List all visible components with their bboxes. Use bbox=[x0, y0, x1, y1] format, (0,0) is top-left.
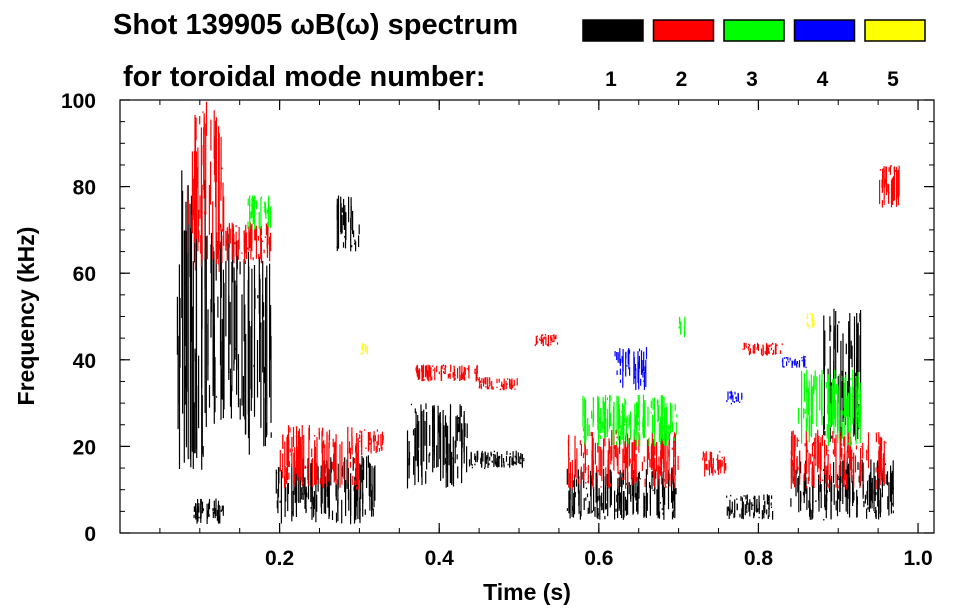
series-n3-region-2 bbox=[678, 316, 686, 338]
series-n3 bbox=[247, 195, 861, 447]
legend-swatch-1 bbox=[582, 19, 644, 42]
chart-title-line1: Shot 139905 ωB(ω) spectrum bbox=[113, 9, 518, 41]
series-n1-region-6 bbox=[406, 403, 471, 489]
x-tick-label: 0.2 bbox=[265, 547, 294, 570]
series-n2-region-3 bbox=[359, 429, 384, 456]
legend-swatch-4 bbox=[793, 19, 856, 42]
series-n4-region-2 bbox=[781, 355, 807, 369]
series-n5-region-0 bbox=[360, 343, 368, 355]
series-n2-region-6 bbox=[534, 334, 559, 347]
legend-label-4: 4 bbox=[817, 68, 829, 91]
series-n5-region-1 bbox=[806, 313, 815, 329]
series-n3-region-0 bbox=[247, 195, 271, 230]
y-tick-label: 100 bbox=[61, 90, 96, 113]
legend-label-2: 2 bbox=[676, 68, 688, 91]
series-n1-region-5 bbox=[336, 195, 360, 252]
legend: 1 2 3 4 5 bbox=[582, 19, 926, 91]
series-n4 bbox=[614, 347, 807, 405]
series-n1-region-8 bbox=[566, 468, 677, 520]
series-n1-region-2 bbox=[239, 251, 272, 455]
y-tick-label: 80 bbox=[73, 177, 96, 200]
axes: 0.2 0.4 0.6 0.8 1.0 0 20 40 60 80 100 bbox=[61, 90, 935, 570]
series-n2-region-2 bbox=[279, 425, 359, 490]
x-axis-title: Time (s) bbox=[483, 579, 571, 605]
series-n2-region-8 bbox=[702, 451, 727, 477]
series-n2-region-1 bbox=[215, 222, 272, 264]
series-n3-region-1 bbox=[582, 394, 678, 447]
series-n1-region-9 bbox=[726, 494, 774, 520]
legend-label-1: 1 bbox=[605, 68, 617, 91]
series-n4-region-1 bbox=[726, 390, 743, 405]
series-n2-region-9 bbox=[742, 342, 783, 357]
legend-swatch-5 bbox=[864, 19, 926, 42]
series-n4-region-0 bbox=[614, 347, 648, 390]
plot-area bbox=[176, 101, 900, 525]
legend-label-3: 3 bbox=[746, 68, 758, 91]
series-n1-region-7 bbox=[470, 450, 525, 469]
legend-label-5: 5 bbox=[887, 68, 899, 91]
x-tick-label: 0.4 bbox=[425, 547, 455, 570]
y-axis-title: Frequency (kHz) bbox=[13, 227, 39, 406]
series-n2 bbox=[186, 101, 900, 490]
legend-swatch-3 bbox=[723, 19, 785, 42]
x-tick-label: 0.6 bbox=[584, 547, 613, 570]
series-n2-region-4 bbox=[415, 364, 479, 382]
y-tick-label: 60 bbox=[73, 263, 96, 286]
x-tick-label: 0.8 bbox=[744, 547, 774, 570]
series-n1-region-3 bbox=[193, 498, 224, 524]
series-n2-region-10 bbox=[790, 429, 887, 490]
y-tick-label: 20 bbox=[73, 436, 96, 459]
series-n2-region-5 bbox=[478, 377, 518, 391]
series-n5 bbox=[360, 313, 815, 355]
series-n2-region-7 bbox=[567, 429, 679, 490]
data-layer bbox=[176, 101, 900, 525]
y-tick-label: 40 bbox=[73, 350, 96, 373]
series-n1-region-4 bbox=[275, 455, 376, 525]
chart-title-line2: for toroidal mode number: bbox=[123, 61, 486, 93]
y-tick-label: 0 bbox=[84, 523, 96, 546]
series-n3-region-3 bbox=[797, 369, 861, 447]
x-tick-label: 1.0 bbox=[903, 547, 932, 570]
series-n2-region-11 bbox=[878, 165, 900, 208]
legend-swatch-2 bbox=[652, 19, 715, 42]
